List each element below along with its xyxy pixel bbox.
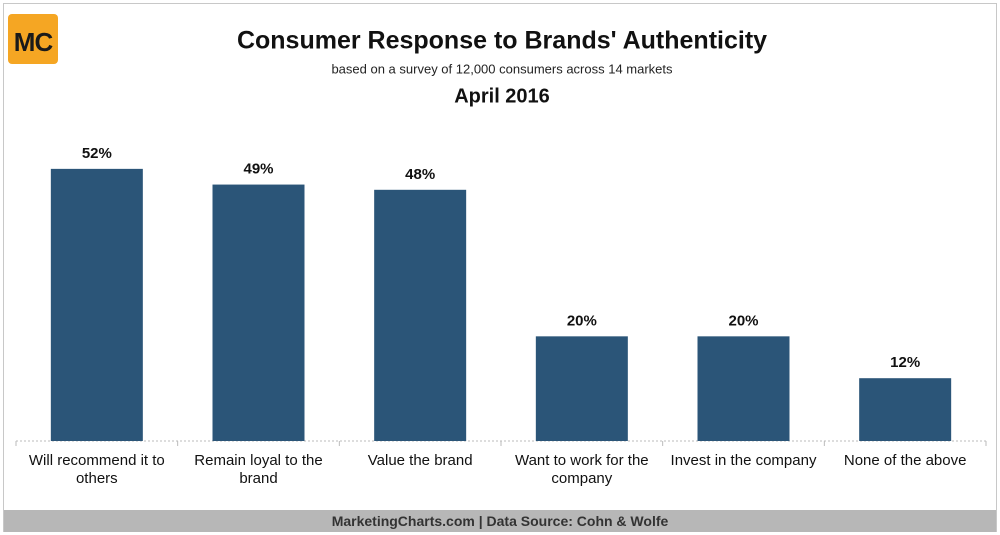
x-tick-label: Will recommend it to others	[28, 452, 165, 487]
footer: MarketingCharts.com | Data Source: Cohn …	[4, 510, 996, 532]
bar	[535, 336, 628, 441]
x-tick-label: Want to work for the company	[514, 452, 649, 487]
bar	[697, 336, 790, 441]
chart-title: Consumer Response to Brands' Authenticit…	[237, 27, 767, 55]
logo: MC	[8, 14, 58, 64]
data-label: 48%	[405, 166, 435, 183]
bar	[374, 189, 467, 441]
chart-date: April 2016	[454, 85, 550, 107]
x-tick-label: Invest in the company	[670, 452, 817, 469]
data-label: 49%	[243, 161, 273, 178]
data-label: 20%	[728, 312, 758, 329]
x-tick-label: None of the above	[843, 452, 967, 469]
data-label: 12%	[890, 354, 920, 371]
x-tick-label: Remain loyal to the brand	[194, 452, 323, 487]
bar	[212, 184, 305, 442]
bar	[50, 168, 143, 441]
x-tick-label: Value the brand	[367, 452, 473, 469]
chart-subtitle: based on a survey of 12,000 consumers ac…	[331, 61, 673, 76]
data-label: 20%	[567, 312, 597, 329]
bar	[859, 378, 952, 441]
data-label: 52%	[82, 145, 112, 162]
